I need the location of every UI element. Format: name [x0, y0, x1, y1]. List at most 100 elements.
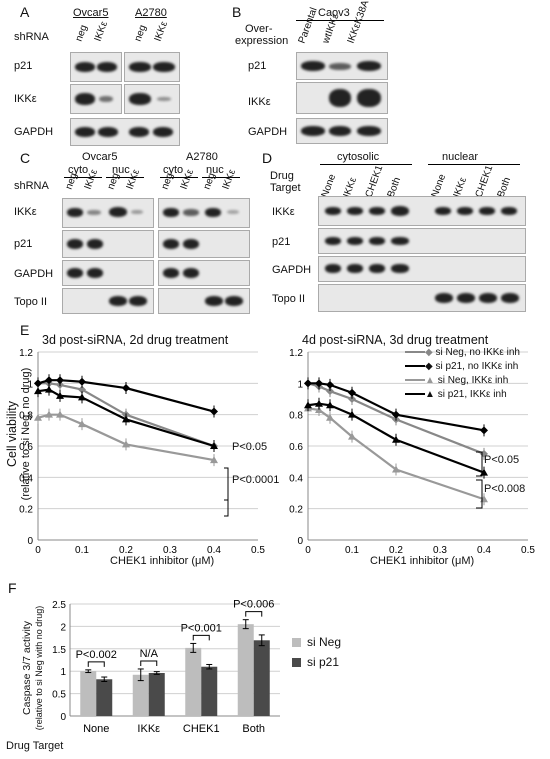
panel-d-lane-7: CHEK1 — [474, 164, 496, 199]
blot-d-ikke — [318, 196, 526, 226]
blot-c-topo-ovcar5 — [62, 288, 154, 314]
bar-si-neg — [238, 624, 254, 716]
bar-si-p21 — [201, 667, 217, 716]
x-tick-label: 0.3 — [163, 545, 177, 556]
panel-a-row-header: shRNA — [14, 31, 49, 43]
data-point — [348, 389, 356, 397]
pval-f-3: P<0.001 — [181, 622, 222, 634]
data-point — [304, 379, 312, 387]
panel-d-row-ikke: IKKε — [272, 206, 295, 218]
panel-c-group-ovcar5: Ovcar5 — [82, 151, 117, 163]
blot-c-ikke-a2780 — [158, 198, 250, 228]
y-tick-label: 0.2 — [289, 505, 303, 516]
legend-f-label-1: si Neg — [307, 635, 341, 649]
x-tick-label: 0 — [35, 545, 41, 556]
x-tick-label: 0.4 — [207, 545, 221, 556]
panel-a-group-a2780: A2780 — [135, 7, 167, 19]
legend-f-item-1: si Neg — [292, 632, 341, 652]
x-tick-label: 0.2 — [119, 545, 133, 556]
bracket-f — [193, 635, 209, 640]
legend-label-3: si Neg, IKKε inh — [438, 375, 509, 386]
panel-f-xheader: Drug Target — [6, 740, 63, 752]
panel-c-row-header: shRNA — [14, 180, 49, 192]
blot-d-p21 — [318, 228, 526, 254]
x-tick-label: 0 — [305, 545, 311, 556]
panel-b-row-ikke: IKKε — [248, 96, 271, 108]
blot-d-gapdh — [318, 256, 526, 282]
legend-item-4: ▲ si p21, IKKε inh — [405, 388, 520, 402]
panel-c-row-p21: p21 — [14, 238, 32, 250]
panel-e-letter: E — [20, 322, 29, 338]
bar-si-neg — [185, 648, 201, 716]
panel-f-ylabel-line1: Caspase 3/7 activity — [21, 593, 33, 743]
blot-b-p21 — [296, 52, 388, 80]
x-tick-label: 0.1 — [345, 545, 359, 556]
legend-f-item-2: si p21 — [292, 652, 341, 672]
panel-c-row-topo: Topo II — [14, 296, 47, 308]
data-point — [122, 384, 130, 392]
legend-item-1: ◆ si Neg, no IKKε inh — [405, 346, 520, 360]
bracket-f — [88, 662, 104, 667]
panel-b-letter: B — [232, 4, 241, 20]
bracket-e-left-2 — [224, 500, 228, 516]
y-tick-label: 0.4 — [19, 473, 33, 484]
y-tick-label: 0.4 — [289, 473, 303, 484]
data-point — [326, 381, 334, 389]
blot-c-p21-a2780 — [158, 230, 250, 258]
panel-f-letter: F — [8, 580, 17, 596]
pval-e-right-1: P<0.05 — [484, 454, 519, 466]
x-tick-label: 0.1 — [75, 545, 89, 556]
y-tick-label: 0 — [27, 536, 33, 547]
panel-d-row-header-1: Drug — [270, 170, 294, 182]
y-tick-label: 0.8 — [19, 411, 33, 422]
panel-c-lane-7: neg — [202, 172, 218, 191]
bracket-f — [141, 661, 157, 666]
y-tick-label: 0 — [297, 536, 303, 547]
panel-a-lane-2: IKKε — [93, 20, 110, 43]
pval-e-left-1: P<0.05 — [232, 441, 267, 453]
panel-a-row-gapdh: GAPDH — [14, 126, 53, 138]
panel-b-row-p21: p21 — [248, 60, 266, 72]
y-tick-label: 1 — [27, 379, 33, 390]
bracket-e-right-2 — [476, 480, 482, 508]
bracket-f — [246, 612, 262, 617]
legend-f-label-2: si p21 — [307, 655, 339, 669]
y-tick-label: 0.6 — [19, 442, 33, 453]
panel-a-group-ovcar5: Ovcar5 — [73, 7, 108, 19]
pval-e-right-2: P<0.008 — [484, 483, 525, 495]
y-tick-label: 0.5 — [52, 690, 66, 701]
pval-e-left-2: P<0.0001 — [232, 474, 279, 486]
blot-a-p21-ovcar5 — [70, 52, 122, 82]
y-tick-label: 0.2 — [19, 505, 33, 516]
legend-label-1: si Neg, no IKKε inh — [435, 347, 520, 358]
panel-d-row-topo: Topo II — [272, 293, 305, 305]
panel-c-row-ikke: IKKε — [14, 206, 37, 218]
y-tick-label: 0.8 — [289, 411, 303, 422]
panel-d-row-header-2: Target — [270, 182, 301, 194]
panel-e-legend: ◆ si Neg, no IKKε inh ◆ si p21, no IKKε … — [405, 346, 520, 402]
panel-b-row-gapdh: GAPDH — [248, 126, 287, 138]
panel-d-lane-3: CHEK1 — [364, 164, 386, 199]
data-point — [78, 378, 86, 386]
panel-a-lane-4: IKKε — [153, 20, 170, 43]
blot-d-topo — [318, 284, 526, 312]
pval-f-2: N/A — [140, 648, 159, 660]
panel-f-legend: si Neg si p21 — [292, 632, 341, 672]
legend-label-2: si p21, no IKKε inh — [435, 361, 518, 372]
legend-item-3: ▲ si Neg, IKKε inh — [405, 374, 520, 388]
bracket-e-left-1 — [224, 468, 228, 500]
panel-a-lane-3: neg — [133, 24, 149, 43]
panel-b-row-header-1: Over- — [245, 23, 273, 35]
y-tick-label: 2 — [60, 622, 66, 633]
x-tick-label: 0.2 — [389, 545, 403, 556]
panel-a-row-p21: p21 — [14, 60, 32, 72]
x-tick-label: CHEK1 — [183, 723, 220, 735]
blot-c-gapdh-a2780 — [158, 260, 250, 286]
y-tick-label: 1 — [60, 667, 66, 678]
blot-b-gapdh — [296, 118, 388, 144]
y-tick-label: 1 — [297, 379, 303, 390]
panel-d-row-p21: p21 — [272, 236, 290, 248]
chart-f: 00.511.522.5NoneP<0.002IKKεN/ACHEK1P<0.0… — [40, 590, 290, 740]
blot-c-topo-a2780 — [158, 288, 250, 314]
panel-d-group-cytosolic: cytosolic — [337, 151, 379, 163]
